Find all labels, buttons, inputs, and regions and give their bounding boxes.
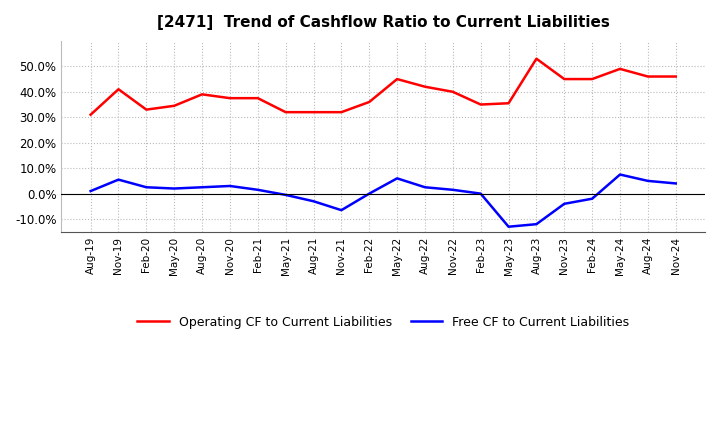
Line: Operating CF to Current Liabilities: Operating CF to Current Liabilities bbox=[91, 59, 676, 115]
Operating CF to Current Liabilities bbox=[282, 110, 290, 115]
Operating CF to Current Liabilities bbox=[672, 74, 680, 79]
Free CF to Current Liabilities bbox=[282, 192, 290, 198]
Operating CF to Current Liabilities bbox=[477, 102, 485, 107]
Operating CF to Current Liabilities bbox=[588, 77, 596, 82]
Operating CF to Current Liabilities bbox=[253, 95, 262, 101]
Legend: Operating CF to Current Liabilities, Free CF to Current Liabilities: Operating CF to Current Liabilities, Fre… bbox=[132, 311, 634, 334]
Free CF to Current Liabilities bbox=[644, 178, 652, 183]
Free CF to Current Liabilities bbox=[253, 187, 262, 192]
Operating CF to Current Liabilities bbox=[616, 66, 624, 72]
Free CF to Current Liabilities bbox=[225, 183, 234, 189]
Operating CF to Current Liabilities bbox=[225, 95, 234, 101]
Free CF to Current Liabilities bbox=[170, 186, 179, 191]
Free CF to Current Liabilities bbox=[504, 224, 513, 229]
Operating CF to Current Liabilities bbox=[198, 92, 207, 97]
Operating CF to Current Liabilities bbox=[532, 56, 541, 61]
Free CF to Current Liabilities bbox=[420, 185, 429, 190]
Free CF to Current Liabilities bbox=[142, 185, 150, 190]
Free CF to Current Liabilities bbox=[477, 191, 485, 196]
Operating CF to Current Liabilities bbox=[170, 103, 179, 108]
Operating CF to Current Liabilities bbox=[420, 84, 429, 89]
Operating CF to Current Liabilities bbox=[449, 89, 457, 95]
Free CF to Current Liabilities bbox=[560, 201, 569, 206]
Free CF to Current Liabilities bbox=[198, 185, 207, 190]
Operating CF to Current Liabilities bbox=[309, 110, 318, 115]
Operating CF to Current Liabilities bbox=[114, 87, 123, 92]
Free CF to Current Liabilities bbox=[672, 181, 680, 186]
Free CF to Current Liabilities bbox=[365, 191, 374, 196]
Operating CF to Current Liabilities bbox=[644, 74, 652, 79]
Operating CF to Current Liabilities bbox=[393, 77, 402, 82]
Free CF to Current Liabilities bbox=[449, 187, 457, 192]
Free CF to Current Liabilities bbox=[309, 198, 318, 204]
Title: [2471]  Trend of Cashflow Ratio to Current Liabilities: [2471] Trend of Cashflow Ratio to Curren… bbox=[157, 15, 610, 30]
Free CF to Current Liabilities bbox=[337, 208, 346, 213]
Operating CF to Current Liabilities bbox=[504, 101, 513, 106]
Operating CF to Current Liabilities bbox=[86, 112, 95, 117]
Free CF to Current Liabilities bbox=[114, 177, 123, 182]
Line: Free CF to Current Liabilities: Free CF to Current Liabilities bbox=[91, 175, 676, 227]
Free CF to Current Liabilities bbox=[588, 196, 596, 202]
Operating CF to Current Liabilities bbox=[337, 110, 346, 115]
Operating CF to Current Liabilities bbox=[365, 99, 374, 105]
Free CF to Current Liabilities bbox=[616, 172, 624, 177]
Operating CF to Current Liabilities bbox=[142, 107, 150, 112]
Free CF to Current Liabilities bbox=[86, 188, 95, 194]
Free CF to Current Liabilities bbox=[393, 176, 402, 181]
Operating CF to Current Liabilities bbox=[560, 77, 569, 82]
Free CF to Current Liabilities bbox=[532, 221, 541, 227]
